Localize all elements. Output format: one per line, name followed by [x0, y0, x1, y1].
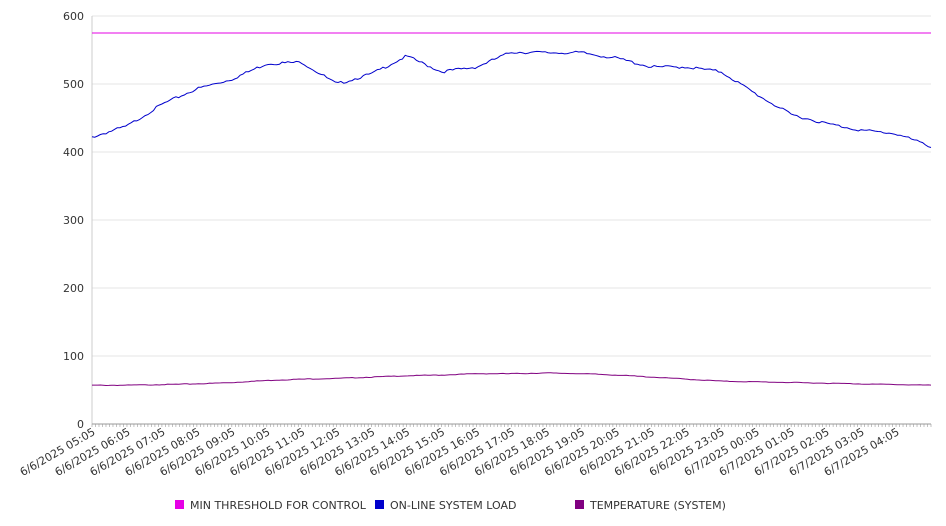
gridlines [92, 15, 931, 357]
series-line-2 [92, 372, 932, 387]
y-tick-label: 200 [63, 282, 84, 295]
legend-swatch [375, 500, 384, 509]
legend-label: ON-LINE SYSTEM LOAD [390, 499, 516, 512]
y-axis-ticks: 0 100 200 300 400 500 600 [63, 10, 84, 431]
legend-label: MIN THRESHOLD FOR CONTROL [190, 499, 367, 512]
y-tick-label: 500 [63, 78, 84, 91]
y-tick-label: 600 [63, 10, 84, 23]
axes [91, 16, 932, 427]
y-tick-label: 0 [77, 418, 84, 431]
legend-swatch [175, 500, 184, 509]
legend-swatch [575, 500, 584, 509]
y-tick-label: 100 [63, 350, 84, 363]
legend-label: TEMPERATURE (SYSTEM) [589, 499, 726, 512]
y-tick-label: 400 [63, 146, 84, 159]
series-lines [91, 32, 932, 387]
x-axis-ticks: 6/6/2025 05:056/6/2025 06:056/6/2025 07:… [18, 425, 902, 479]
legend: MIN THRESHOLD FOR CONTROL ON-LINE SYSTEM … [175, 499, 726, 512]
series-line-1 [91, 50, 932, 148]
y-tick-label: 300 [63, 214, 84, 227]
